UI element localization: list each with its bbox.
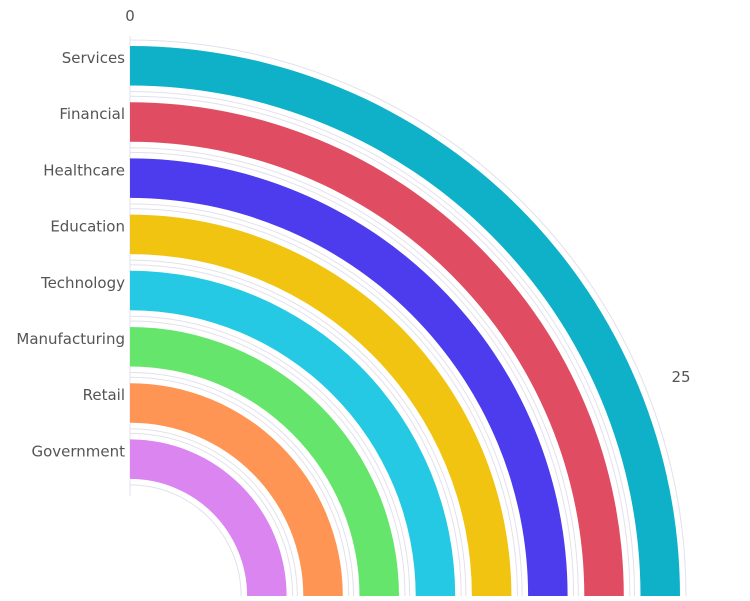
- grid-ring: [129, 315, 411, 597]
- category-label-healthcare: Healthcare: [43, 161, 125, 179]
- grid-ring: [129, 91, 635, 597]
- axis-end-label: 25: [671, 368, 690, 386]
- bar-government[interactable]: [130, 439, 287, 596]
- category-label-services: Services: [62, 49, 125, 67]
- bar-technology[interactable]: [130, 270, 456, 596]
- grid-ring: [129, 376, 350, 597]
- grid-ring: [129, 259, 467, 597]
- grid-ring: [129, 203, 523, 597]
- grid-ring: [129, 39, 687, 597]
- bar-services[interactable]: [130, 46, 680, 596]
- bar-education[interactable]: [130, 214, 512, 596]
- category-label-financial: Financial: [59, 105, 125, 123]
- category-label-manufacturing: Manufacturing: [16, 330, 125, 348]
- bar-healthcare[interactable]: [130, 158, 568, 596]
- grid-ring: [129, 264, 462, 597]
- bar-retail[interactable]: [130, 383, 343, 596]
- category-label-technology: Technology: [40, 274, 125, 292]
- grid-ring: [129, 147, 579, 597]
- grid-ring: [129, 208, 518, 597]
- grid-ring: [129, 151, 575, 597]
- axis-start-label: 0: [125, 7, 135, 25]
- grid-layer: [129, 36, 687, 597]
- grid-ring: [129, 432, 294, 597]
- bar-manufacturing[interactable]: [130, 327, 399, 596]
- category-label-retail: Retail: [83, 386, 125, 404]
- grid-ring: [129, 484, 242, 597]
- grid-ring: [129, 95, 631, 597]
- bar-layer: [130, 46, 680, 596]
- grid-ring: [129, 428, 298, 597]
- grid-ring: [129, 320, 406, 597]
- category-label-education: Education: [50, 218, 125, 236]
- bar-financial[interactable]: [130, 102, 624, 596]
- grid-ring: [129, 372, 354, 597]
- label-layer: Services Financial Healthcare Education Tech…: [16, 49, 125, 460]
- category-label-government: Government: [31, 442, 125, 460]
